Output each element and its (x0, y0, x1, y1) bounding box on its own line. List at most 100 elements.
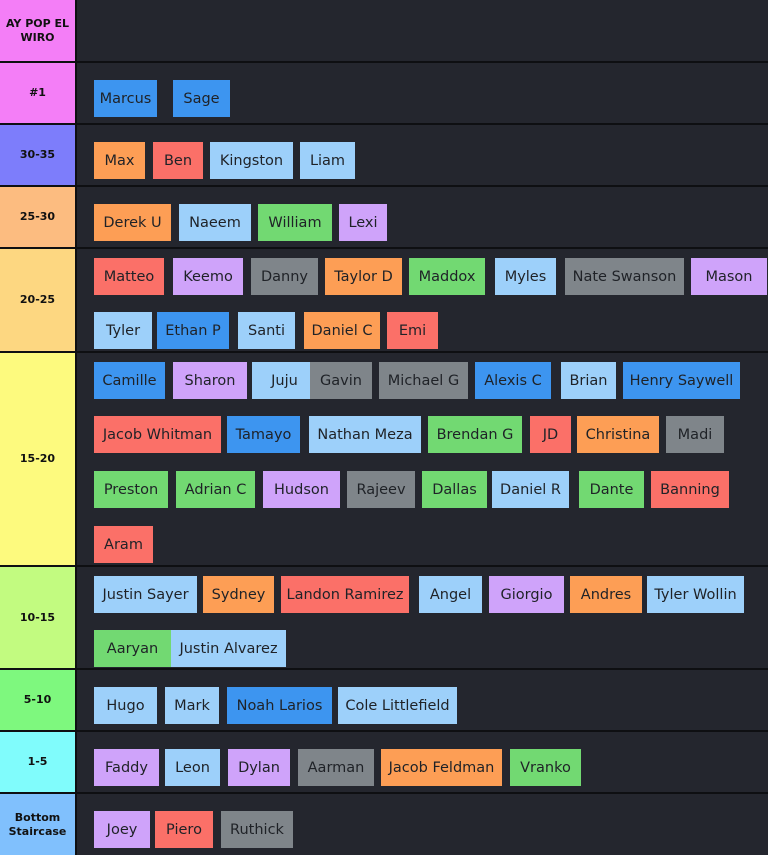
tier-items-area[interactable]: Camille Sharon Juju Gavin Michael G Alexis C B… (77, 353, 768, 565)
tier-label[interactable]: 10-15 (0, 567, 75, 668)
tier-label[interactable]: 25-30 (0, 187, 75, 247)
tier-item[interactable]: Sharon (173, 362, 247, 399)
tier-item[interactable]: Piero (155, 811, 213, 848)
tier-item[interactable]: Madi (666, 416, 724, 453)
tier-item[interactable]: Camille (94, 362, 165, 399)
tier-item[interactable]: Hugo (94, 687, 157, 724)
tier-item[interactable]: Mason (691, 258, 767, 295)
tier-items-area[interactable]: Joey Piero Ruthick (77, 794, 768, 855)
tier-items-area[interactable]: Faddy Leon Dylan Aarman Jacob Feldman Vranko (77, 732, 768, 792)
tier-item[interactable]: Landon Ramirez (281, 576, 409, 613)
tier-item[interactable]: Giorgio (489, 576, 564, 613)
tier-item[interactable]: Emi (387, 312, 438, 349)
tier-item[interactable]: Jacob Feldman (381, 749, 502, 786)
tier-item[interactable]: Maddox (409, 258, 485, 295)
tier-row: 15-20 Camille Sharon Juju Gavin Michael G Alex… (0, 353, 768, 565)
tier-item[interactable]: Brendan G (428, 416, 522, 453)
tier-item[interactable]: Juju (252, 362, 317, 399)
tier-row: 30-35 Max Ben Kingston Liam (0, 125, 768, 185)
tier-row: 10-15 Justin Sayer Sydney Landon Ramirez Ang… (0, 567, 768, 668)
tier-item[interactable]: Matteo (94, 258, 164, 295)
tier-item[interactable]: Daniel C (304, 312, 380, 349)
tier-item[interactable]: William (258, 204, 332, 241)
tier-item[interactable]: Nate Swanson (565, 258, 684, 295)
tier-item[interactable]: Danny (251, 258, 318, 295)
tier-items-area[interactable]: Marcus Sage (77, 63, 768, 123)
tier-item[interactable]: Keemo (173, 258, 243, 295)
tier-item[interactable]: Joey (94, 811, 150, 848)
tier-item[interactable]: Mark (165, 687, 219, 724)
tier-item[interactable]: Banning (651, 471, 729, 508)
tier-item[interactable]: Michael G (379, 362, 468, 399)
tier-item[interactable]: Ethan P (157, 312, 229, 349)
tier-item[interactable]: Taylor D (325, 258, 402, 295)
tier-item[interactable]: Naeem (179, 204, 251, 241)
tier-label[interactable]: 30-35 (0, 125, 75, 185)
tier-label[interactable]: 5-10 (0, 670, 75, 730)
tier-item[interactable]: Jacob Whitman (94, 416, 221, 453)
tier-item[interactable]: Nathan Meza (309, 416, 421, 453)
tier-item[interactable]: Hudson (263, 471, 340, 508)
tier-item[interactable]: Preston (94, 471, 168, 508)
tier-item[interactable]: Daniel R (492, 471, 569, 508)
tier-items-area[interactable]: Max Ben Kingston Liam (77, 125, 768, 185)
tier-item[interactable]: Brian (561, 362, 616, 399)
tier-item[interactable]: Derek U (94, 204, 171, 241)
tier-item[interactable]: Sydney (203, 576, 274, 613)
tier-label[interactable]: 1-5 (0, 732, 75, 792)
tier-item[interactable]: Tamayo (227, 416, 300, 453)
tier-item[interactable]: Henry Saywell (623, 362, 740, 399)
tier-item[interactable]: Dante (579, 471, 644, 508)
tier-row: 20-25 Matteo Keemo Danny Taylor D Maddox Myles… (0, 249, 768, 351)
tier-item[interactable]: Noah Larios (227, 687, 332, 724)
tier-item[interactable]: Myles (495, 258, 556, 295)
tier-label[interactable]: Bottom Staircase (0, 794, 75, 855)
tier-items-area[interactable] (77, 0, 768, 61)
tier-item[interactable]: Max (94, 142, 145, 179)
tier-item[interactable]: Santi (238, 312, 295, 349)
tier-label[interactable]: 20-25 (0, 249, 75, 351)
tier-item[interactable]: Vranko (510, 749, 581, 786)
tier-item[interactable]: Dallas (422, 471, 487, 508)
tier-item[interactable]: Alexis C (475, 362, 551, 399)
tier-item[interactable]: Tyler (94, 312, 152, 349)
tier-item[interactable]: Lexi (339, 204, 387, 241)
tier-item[interactable]: Aarman (298, 749, 374, 786)
tier-item[interactable]: Aram (94, 526, 153, 563)
tier-item[interactable]: Adrian C (176, 471, 255, 508)
tier-label[interactable]: #1 (0, 63, 75, 123)
tier-items-area[interactable]: Derek U Naeem William Lexi (77, 187, 768, 247)
tier-item[interactable]: Andres (570, 576, 642, 613)
tier-row: 5-10 Hugo Mark Noah Larios Cole Littlefield (0, 670, 768, 730)
tier-label[interactable]: AY POP EL WIRO (0, 0, 75, 61)
tier-label[interactable]: 15-20 (0, 353, 75, 565)
tier-item[interactable]: Rajeev (347, 471, 415, 508)
tier-items-area[interactable]: Hugo Mark Noah Larios Cole Littlefield (77, 670, 768, 730)
tier-row: Bottom Staircase Joey Piero Ruthick (0, 794, 768, 855)
tier-item[interactable]: Justin Alvarez (171, 630, 286, 667)
tier-item[interactable]: Aaryan (94, 630, 171, 667)
tier-item[interactable]: Marcus (94, 80, 157, 117)
tier-row: AY POP EL WIRO (0, 0, 768, 61)
tier-row: 1-5 Faddy Leon Dylan Aarman Jacob Feldman Vran… (0, 732, 768, 792)
tier-item[interactable]: Kingston (210, 142, 293, 179)
tier-item[interactable]: JD (530, 416, 571, 453)
tier-item[interactable]: Faddy (94, 749, 159, 786)
tier-item[interactable]: Leon (165, 749, 220, 786)
tier-item[interactable]: Sage (173, 80, 230, 117)
tier-row: 25-30 Derek U Naeem William Lexi (0, 187, 768, 247)
tier-item[interactable]: Tyler Wollin (647, 576, 744, 613)
tier-item[interactable]: Cole Littlefield (338, 687, 457, 724)
tier-items-area[interactable]: Matteo Keemo Danny Taylor D Maddox Myles Nate … (77, 249, 768, 351)
tier-item[interactable]: Dylan (228, 749, 290, 786)
tier-item[interactable]: Gavin (310, 362, 372, 399)
tier-items-area[interactable]: Justin Sayer Sydney Landon Ramirez Angel Gio… (77, 567, 768, 668)
tier-item[interactable]: Ruthick (221, 811, 293, 848)
tier-item[interactable]: Angel (419, 576, 482, 613)
tier-row: #1 Marcus Sage (0, 63, 768, 123)
tier-item[interactable]: Justin Sayer (94, 576, 197, 613)
tier-item[interactable]: Ben (153, 142, 203, 179)
tier-item[interactable]: Liam (300, 142, 355, 179)
tier-item[interactable]: Christina (577, 416, 659, 453)
